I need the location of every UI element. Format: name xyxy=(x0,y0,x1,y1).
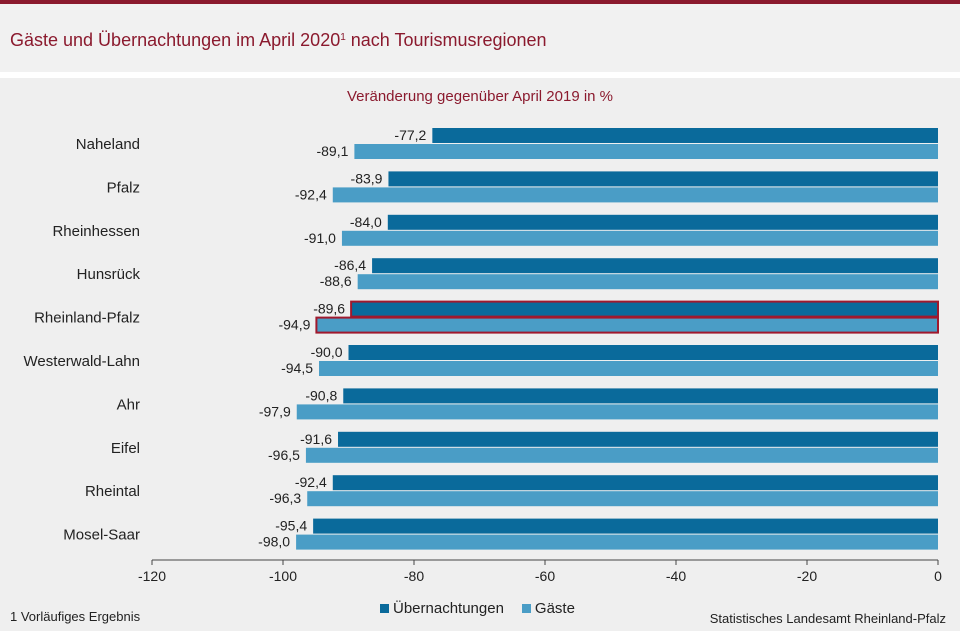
bar-gaeste-mosel-saar xyxy=(296,534,939,550)
chart-area: Veränderung gegenüber April 2019 in % Na… xyxy=(0,78,960,631)
bar-gaeste-eifel xyxy=(305,447,938,463)
x-tick-label-0: 0 xyxy=(934,568,942,584)
bar-uebernachtungen-rheintal xyxy=(332,475,938,491)
data-label-gaeste-westerwald-lahn: -94,5 xyxy=(281,360,313,376)
data-label-uebernachtungen-westerwald-lahn: -90,0 xyxy=(311,344,343,360)
x-tick-label-minus20: -20 xyxy=(797,568,817,584)
data-label-uebernachtungen-ahr: -90,8 xyxy=(305,387,337,403)
bar-uebernachtungen-rheinland-pfalz xyxy=(350,300,939,318)
data-label-uebernachtungen-rheinland-pfalz: -89,6 xyxy=(313,301,345,317)
legend-label-gaeste: Gäste xyxy=(534,600,575,617)
bar-chart: Naheland -77,2 -89,1 Pfalz -83,9 -92,4 Rheinhe… xyxy=(24,127,943,584)
data-label-gaeste-naheland: -89,1 xyxy=(316,143,348,159)
bar-gaeste-pfalz xyxy=(332,187,938,203)
category-label-mosel-saar: Mosel-Saar xyxy=(63,527,140,544)
category-label-naheland: Naheland xyxy=(76,136,140,153)
category-label-ahr: Ahr xyxy=(117,396,140,413)
data-label-uebernachtungen-rheintal: -92,4 xyxy=(295,474,327,490)
data-label-gaeste-pfalz: -92,4 xyxy=(295,186,327,202)
page-title: Gäste und Übernachtungen im April 20201 … xyxy=(10,30,547,51)
data-label-uebernachtungen-eifel: -91,6 xyxy=(300,431,332,447)
top-accent-bar xyxy=(0,0,960,4)
header-divider xyxy=(0,72,960,78)
data-label-uebernachtungen-hunsrueck: -86,4 xyxy=(334,257,366,273)
x-tick-label-minus60: -60 xyxy=(535,568,555,584)
bar-uebernachtungen-ahr xyxy=(343,388,938,404)
data-label-uebernachtungen-rheinhessen: -84,0 xyxy=(350,214,382,230)
title-footnote-marker: 1 xyxy=(340,32,346,43)
category-label-rheinhessen: Rheinhessen xyxy=(52,223,140,240)
source-note: Statistisches Landesamt Rheinland-Pfalz xyxy=(709,611,946,626)
data-label-uebernachtungen-naheland: -77,2 xyxy=(394,127,426,143)
legend-label-uebernachtungen: Übernachtungen xyxy=(393,600,504,617)
footnote: 1 Vorläufiges Ergebnis xyxy=(10,609,141,624)
bar-uebernachtungen-mosel-saar xyxy=(313,518,938,534)
category-label-hunsrueck: Hunsrück xyxy=(77,266,141,283)
bar-uebernachtungen-hunsrueck xyxy=(372,258,939,274)
legend-swatch-uebernachtungen xyxy=(380,604,389,613)
bar-uebernachtungen-westerwald-lahn xyxy=(348,345,938,360)
bar-uebernachtungen-rheinhessen xyxy=(387,214,938,230)
data-label-gaeste-rheinland-pfalz: -94,9 xyxy=(278,317,310,333)
category-label-rheinland-pfalz: Rheinland-Pfalz xyxy=(34,310,140,327)
data-label-gaeste-ahr: -97,9 xyxy=(259,403,291,419)
category-label-eifel: Eifel xyxy=(111,440,140,457)
chart-legend: Übernachtungen Gäste xyxy=(380,600,593,617)
category-label-rheintal: Rheintal xyxy=(85,483,140,500)
bar-gaeste-ahr xyxy=(296,404,938,420)
bar-gaeste-westerwald-lahn xyxy=(319,361,938,376)
category-label-pfalz: Pfalz xyxy=(107,179,140,196)
legend-item-gaeste: Gäste xyxy=(521,600,575,617)
data-label-uebernachtungen-pfalz: -83,9 xyxy=(351,170,383,186)
bar-gaeste-rheintal xyxy=(307,491,938,507)
data-label-gaeste-rheintal: -96,3 xyxy=(269,490,301,506)
x-tick-label-minus40: -40 xyxy=(666,568,686,584)
bar-gaeste-rheinland-pfalz xyxy=(315,316,939,334)
bar-gaeste-rheinhessen xyxy=(341,230,938,246)
chart-subtitle: Veränderung gegenüber April 2019 in % xyxy=(346,88,614,105)
bar-uebernachtungen-naheland xyxy=(432,128,938,143)
data-label-gaeste-rheinhessen: -91,0 xyxy=(304,230,336,246)
data-label-gaeste-hunsrueck: -88,6 xyxy=(320,273,352,289)
bar-gaeste-naheland xyxy=(354,144,938,159)
bar-uebernachtungen-pfalz xyxy=(388,171,939,187)
data-label-gaeste-mosel-saar: -98,0 xyxy=(258,534,290,550)
legend-item-uebernachtungen: Übernachtungen xyxy=(380,600,504,617)
bar-uebernachtungen-eifel xyxy=(338,431,938,447)
header: Gäste und Übernachtungen im April 20201 … xyxy=(0,4,960,72)
category-label-westerwald-lahn: Westerwald-Lahn xyxy=(24,353,140,370)
title-main: Gäste und Übernachtungen im April 2020 xyxy=(10,30,341,50)
x-tick-label-minus100: -100 xyxy=(269,568,297,584)
data-label-uebernachtungen-mosel-saar: -95,4 xyxy=(275,518,307,534)
legend-swatch-gaeste xyxy=(521,604,531,613)
title-rest: nach Tourismusregionen xyxy=(345,30,547,50)
x-tick-label-minus120: -120 xyxy=(138,568,166,584)
data-label-gaeste-eifel: -96,5 xyxy=(268,447,300,463)
x-tick-label-minus80: -80 xyxy=(404,568,424,584)
bar-gaeste-hunsrueck xyxy=(357,274,938,290)
